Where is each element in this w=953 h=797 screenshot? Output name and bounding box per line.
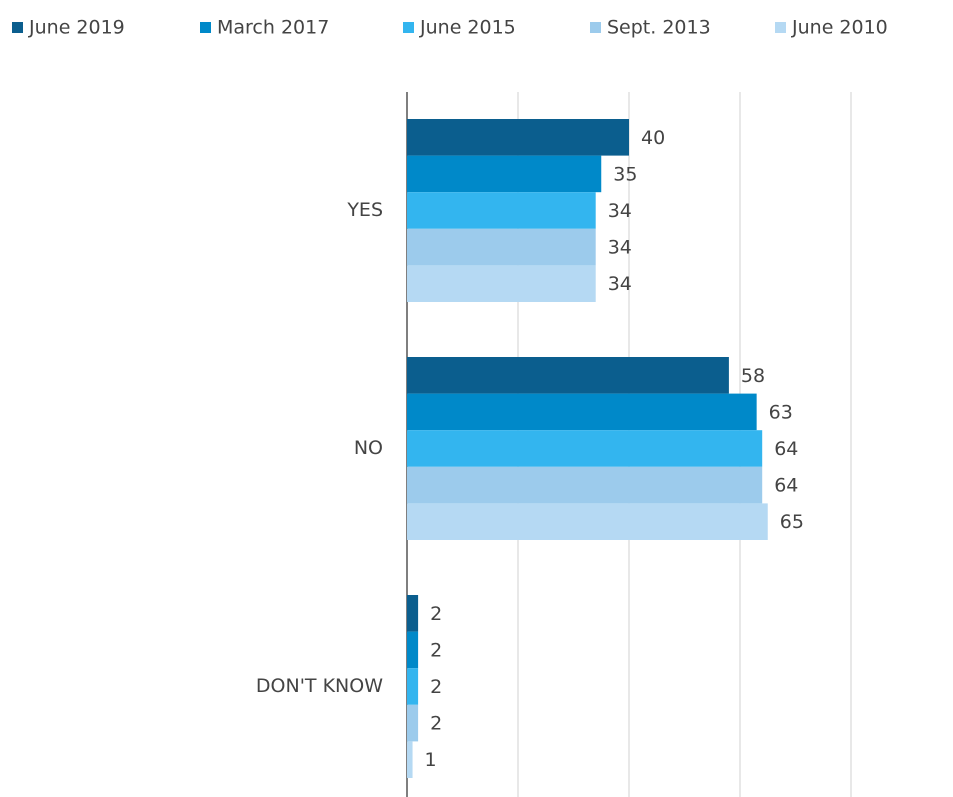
bar	[407, 155, 602, 193]
category-label: YES	[346, 199, 383, 221]
bar	[407, 595, 419, 632]
legend-swatch	[200, 22, 211, 33]
bar	[407, 357, 729, 394]
bar	[407, 503, 768, 540]
data-label: 34	[608, 237, 632, 259]
data-label: 34	[608, 200, 632, 222]
bar	[407, 741, 413, 778]
legend-label: June 2019	[28, 17, 125, 39]
legend-swatch	[12, 22, 23, 33]
bar	[407, 119, 629, 156]
data-label: 65	[780, 511, 804, 533]
category-label: NO	[354, 437, 383, 459]
data-label: 1	[425, 749, 437, 771]
data-label: 34	[608, 273, 632, 295]
legend-label: March 2017	[217, 17, 329, 39]
bar	[407, 265, 596, 302]
bar	[407, 466, 763, 504]
data-label: 40	[641, 127, 665, 149]
bar	[407, 192, 596, 229]
data-label: 64	[774, 475, 798, 497]
category-label: DON'T KNOW	[256, 675, 383, 697]
data-label: 2	[430, 713, 442, 735]
bar	[407, 430, 763, 467]
data-label: 64	[774, 438, 798, 460]
bar	[407, 631, 419, 669]
data-label: 2	[430, 639, 442, 661]
bar	[407, 704, 419, 742]
data-label: 35	[613, 163, 637, 185]
legend-label: June 2015	[419, 17, 516, 39]
legend-swatch	[775, 22, 786, 33]
data-label: 63	[769, 401, 793, 423]
legend-swatch	[590, 22, 601, 33]
data-label: 2	[430, 603, 442, 625]
legend-label: Sept. 2013	[607, 17, 711, 39]
legend-label: June 2010	[791, 17, 888, 39]
data-label: 58	[741, 365, 765, 387]
bar	[407, 668, 419, 705]
bar	[407, 393, 757, 431]
legend-swatch	[403, 22, 414, 33]
bar	[407, 228, 596, 266]
data-label: 2	[430, 676, 442, 698]
